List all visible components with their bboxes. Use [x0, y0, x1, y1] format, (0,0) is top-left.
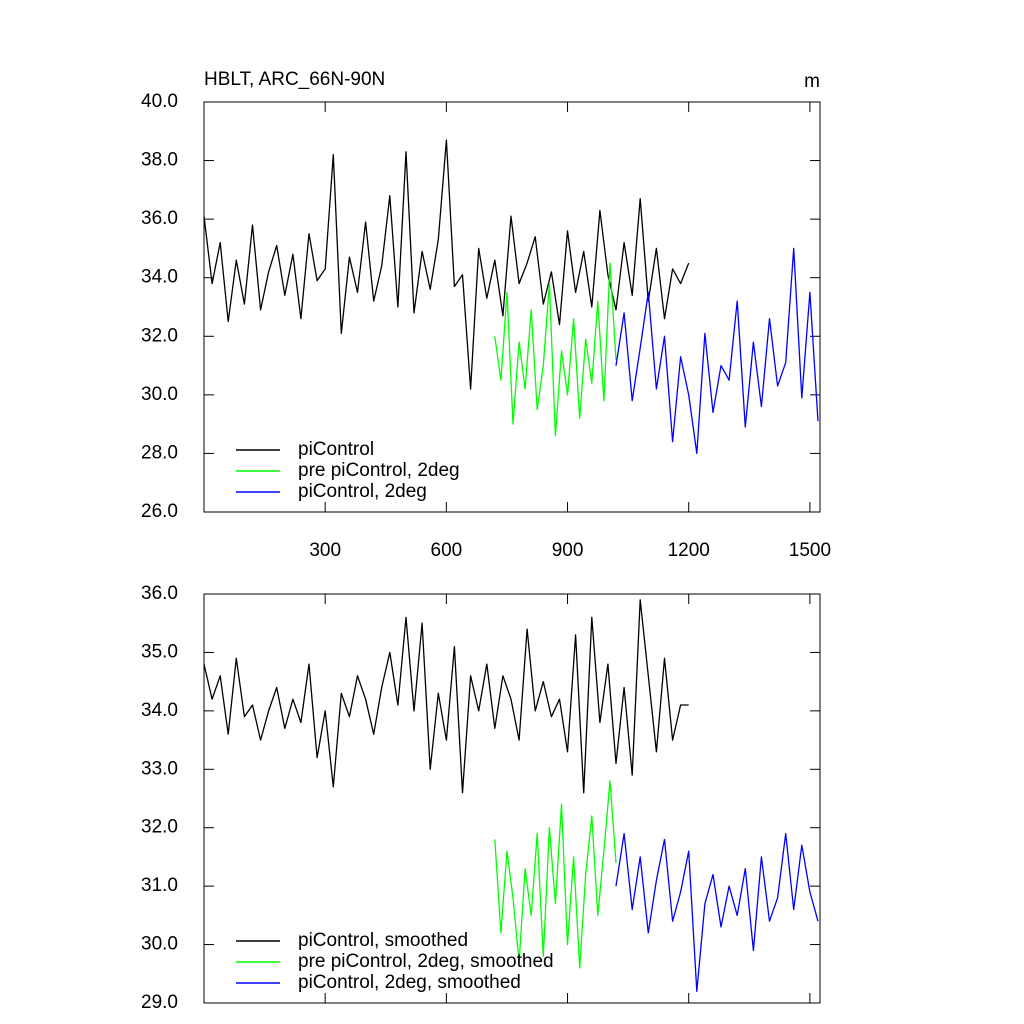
data-line: [203, 599, 689, 794]
plot-frame: [203, 593, 821, 1004]
legend-label: pre piControl, 2deg: [298, 460, 460, 481]
y-tick-label: 38.0: [141, 150, 178, 171]
y-tick-label: 31.0: [141, 875, 178, 896]
legend-label: piControl, smoothed: [298, 930, 468, 951]
y-tick-label: 36.0: [141, 583, 178, 604]
legend-label: piControl, 2deg: [298, 481, 427, 502]
x-tick-label: 600: [431, 540, 463, 561]
y-tick-label: 32.0: [141, 325, 178, 346]
legend-label: pre piControl, 2deg, smoothed: [298, 951, 554, 972]
data-line: [203, 139, 690, 390]
x-tick-label: 1500: [789, 540, 831, 561]
data-line: [494, 262, 617, 437]
chart-title: HBLT, ARC_66N-90N: [204, 69, 385, 90]
y-tick-label: 40.0: [141, 91, 178, 112]
y-tick-label: 30.0: [141, 384, 178, 405]
data-line: [494, 780, 617, 969]
y-tick-label: 33.0: [141, 758, 178, 779]
units-label: m: [804, 71, 820, 92]
x-tick-label: 1200: [668, 540, 710, 561]
y-tick-label: 29.0: [141, 992, 178, 1013]
y-tick-label: 35.0: [141, 641, 178, 662]
y-tick-label: 34.0: [141, 267, 178, 288]
x-tick-label: 900: [552, 540, 584, 561]
plot-frame: [203, 101, 821, 513]
y-tick-label: 26.0: [141, 501, 178, 522]
y-tick-label: 30.0: [141, 934, 178, 955]
y-tick-label: 28.0: [141, 442, 178, 463]
data-line: [615, 832, 819, 992]
y-tick-label: 34.0: [141, 700, 178, 721]
x-tick-label: 300: [309, 540, 341, 561]
legend-label: piControl: [298, 439, 374, 460]
data-line: [615, 247, 819, 455]
legend-label: piControl, 2deg, smoothed: [298, 972, 521, 993]
y-tick-label: 32.0: [141, 817, 178, 838]
y-tick-label: 36.0: [141, 208, 178, 229]
